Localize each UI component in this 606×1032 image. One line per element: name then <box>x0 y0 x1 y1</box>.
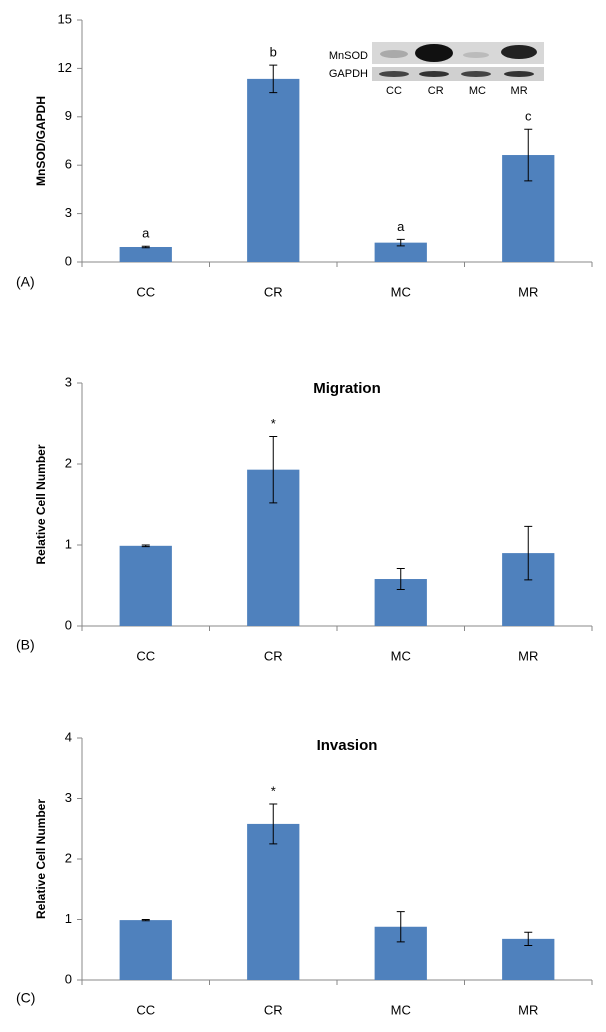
x-tick-label: MR <box>518 1002 538 1017</box>
y-tick-label: 0 <box>65 617 72 632</box>
x-tick-label: CC <box>136 284 155 299</box>
significance-label: a <box>142 226 150 241</box>
y-tick-label: 3 <box>65 205 72 220</box>
error-bar <box>269 435 278 504</box>
x-tick-label: MC <box>391 1002 411 1017</box>
blot-band <box>419 71 449 77</box>
chart-title: Migration <box>313 380 381 397</box>
significance-label: c <box>525 109 532 124</box>
blot-row-label: GAPDH <box>329 68 368 80</box>
x-tick-label: CC <box>136 1002 155 1017</box>
x-tick-label: CR <box>264 284 283 299</box>
blot-band <box>461 71 491 77</box>
x-tick-label: MR <box>518 648 538 663</box>
error-bar <box>269 64 278 94</box>
panel-label: (A) <box>16 274 35 290</box>
y-tick-label: 2 <box>65 455 72 470</box>
y-axis-label: Relative Cell Number <box>34 444 48 564</box>
blot-lane-label: MC <box>469 85 486 97</box>
blot-band <box>504 71 534 77</box>
blot-lane-label: MR <box>511 85 528 97</box>
significance-label: * <box>271 783 276 798</box>
chart-title: Invasion <box>317 737 378 754</box>
error-bar <box>269 803 278 845</box>
x-tick-label: CC <box>136 648 155 663</box>
error-bar <box>524 128 533 182</box>
y-tick-label: 1 <box>65 911 72 926</box>
y-tick-label: 6 <box>65 157 72 172</box>
panel-label: (C) <box>16 990 35 1006</box>
blot-band <box>501 45 537 59</box>
error-bar <box>524 931 533 947</box>
y-tick-label: 0 <box>65 253 72 268</box>
blot-lane-label: CR <box>428 85 444 97</box>
blot-band <box>463 52 489 58</box>
western-blot <box>372 42 544 81</box>
blot-strip <box>372 67 544 81</box>
significance-label: b <box>270 45 277 60</box>
bar <box>119 545 172 626</box>
y-tick-label: 15 <box>58 11 72 26</box>
error-bar <box>396 238 405 247</box>
y-axis-label: Relative Cell Number <box>34 799 48 919</box>
y-tick-label: 9 <box>65 108 72 123</box>
bar <box>119 920 172 980</box>
y-axis-label: MnSOD/GAPDH <box>34 96 48 186</box>
y-tick-label: 0 <box>65 971 72 986</box>
blot-row-label: MnSOD <box>329 50 368 62</box>
blot-band <box>379 71 409 77</box>
error-bar <box>141 919 150 922</box>
error-bar <box>141 245 150 249</box>
x-tick-label: MC <box>391 284 411 299</box>
blot-lane-label: CC <box>386 85 402 97</box>
y-tick-label: 1 <box>65 536 72 551</box>
y-tick-label: 3 <box>65 790 72 805</box>
error-bar <box>396 911 405 943</box>
y-tick-label: 4 <box>65 729 72 744</box>
x-tick-label: MC <box>391 648 411 663</box>
significance-label: * <box>271 416 276 431</box>
error-bar <box>141 544 150 548</box>
panel-label: (B) <box>16 637 35 653</box>
x-tick-label: MR <box>518 284 538 299</box>
significance-label: a <box>397 219 405 234</box>
y-tick-label: 3 <box>65 374 72 389</box>
error-bar <box>524 525 533 581</box>
blot-band <box>415 44 453 62</box>
x-tick-label: CR <box>264 1002 283 1017</box>
blot-band <box>380 50 408 58</box>
bar <box>374 242 427 262</box>
y-tick-label: 12 <box>58 60 72 75</box>
blot-strip <box>372 42 544 64</box>
bar <box>247 823 300 980</box>
bar <box>119 246 172 262</box>
y-tick-label: 2 <box>65 850 72 865</box>
error-bar <box>396 567 405 591</box>
bar <box>247 78 300 263</box>
x-tick-label: CR <box>264 648 283 663</box>
